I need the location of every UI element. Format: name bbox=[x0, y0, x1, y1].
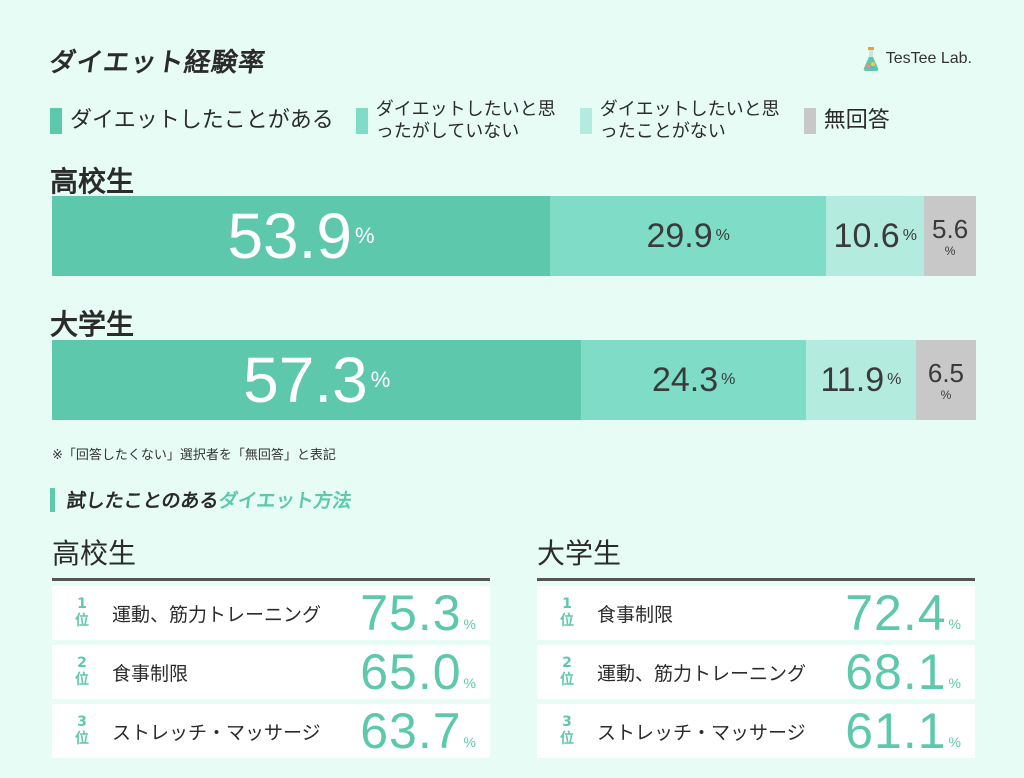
segment-percent-sign: % bbox=[944, 243, 956, 258]
legend-swatch bbox=[579, 108, 592, 134]
segment-tried: 53.9% bbox=[52, 196, 551, 276]
percent-sign: % bbox=[463, 616, 476, 632]
percent-sign: % bbox=[463, 675, 476, 691]
percent-sign: % bbox=[948, 616, 961, 632]
rank-number: 3 bbox=[562, 714, 572, 731]
segment-value-label: 11.9 bbox=[820, 360, 885, 399]
legend-swatch bbox=[50, 108, 62, 134]
rank-number: 2 bbox=[562, 655, 572, 672]
footnote: ※「回答したくない」選択者を「無回答」と表記 bbox=[52, 448, 336, 463]
flask-icon bbox=[863, 47, 878, 71]
category-label-university: 大学生 bbox=[50, 308, 135, 341]
ranking-row: 3 位 ストレッチ・マッサージ 63.7 % bbox=[52, 704, 490, 758]
method-percentage: 72.4 bbox=[845, 585, 947, 641]
brand-name: TesTee Lab. bbox=[885, 50, 972, 67]
legend-swatch bbox=[355, 108, 368, 134]
segment-never-wanted: 10.6% bbox=[826, 196, 925, 276]
method-percentage: 65.0 bbox=[360, 644, 462, 700]
methods-title-part1: 試したことのある bbox=[65, 490, 221, 512]
rank-suffix: 位 bbox=[560, 731, 574, 747]
rank-badge: 3 位 bbox=[537, 714, 597, 748]
legend-label: 無回答 bbox=[823, 107, 890, 133]
segment-tried: 57.3% bbox=[52, 340, 582, 420]
rank-badge: 2 位 bbox=[52, 655, 112, 689]
segment-percent-sign: % bbox=[370, 367, 391, 392]
ranking-row: 3 位 ストレッチ・マッサージ 61.1 % bbox=[537, 704, 975, 758]
ranking-row: 1 位 食事制限 72.4 % bbox=[537, 586, 975, 640]
segment-value-label: 6.5 bbox=[927, 357, 965, 388]
ranking-row: 2 位 運動、筋力トレーニング 68.1 % bbox=[537, 645, 975, 699]
rank-suffix: 位 bbox=[75, 672, 89, 688]
legend-label: ダイエットしたいと思ったがしていない bbox=[375, 99, 556, 142]
method-percentage: 68.1 bbox=[845, 644, 947, 700]
method-name: 運動、筋力トレーニング bbox=[112, 603, 322, 626]
segment-no-answer: 5.6% bbox=[924, 196, 976, 276]
legend-label: ダイエットしたいと思ったことがない bbox=[599, 99, 780, 142]
rank-number: 1 bbox=[77, 596, 87, 613]
segment-value-label: 10.6 bbox=[833, 216, 900, 255]
rank-suffix: 位 bbox=[75, 613, 89, 629]
rank-suffix: 位 bbox=[560, 613, 574, 629]
method-name: 食事制限 bbox=[597, 603, 674, 626]
percent-sign: % bbox=[463, 734, 476, 750]
section-marker bbox=[50, 487, 55, 512]
ranking-row: 1 位 運動、筋力トレーニング 75.3 % bbox=[52, 586, 490, 640]
legend-label: ダイエットしたことがある bbox=[70, 107, 334, 133]
percent-sign: % bbox=[948, 675, 961, 691]
category-label-highschool: 高校生 bbox=[50, 165, 135, 198]
legend-item-no-answer: 無回答 bbox=[803, 107, 890, 134]
rank-number: 2 bbox=[77, 655, 87, 672]
segment-percent-sign: % bbox=[715, 227, 730, 244]
segment-value-label: 24.3 bbox=[651, 360, 719, 399]
method-percentage: 63.7 bbox=[360, 703, 462, 759]
rank-suffix: 位 bbox=[560, 672, 574, 688]
rank-badge: 3 位 bbox=[52, 714, 112, 748]
segment-percent-sign: % bbox=[355, 223, 375, 248]
segment-percent-sign: % bbox=[902, 227, 917, 244]
rank-number: 3 bbox=[77, 714, 87, 731]
stacked-bar-highschool: 53.9% 29.9% 10.6% 5.6% bbox=[52, 196, 976, 276]
segment-percent-sign: % bbox=[887, 371, 902, 388]
segment-percent-sign: % bbox=[940, 387, 952, 402]
rank-badge: 1 位 bbox=[52, 596, 112, 630]
segment-value-label: 29.9 bbox=[646, 216, 713, 255]
rank-badge: 1 位 bbox=[537, 596, 597, 630]
ranking-heading: 大学生 bbox=[537, 532, 975, 581]
ranking-heading: 高校生 bbox=[52, 532, 490, 581]
segment-no-answer: 6.5% bbox=[915, 340, 976, 420]
segment-value-label: 5.6 bbox=[932, 213, 969, 244]
stacked-bar-university: 57.3% 24.3% 11.9% 6.5% bbox=[52, 340, 976, 420]
methods-title-part2: ダイエット方法 bbox=[217, 490, 353, 512]
percent-sign: % bbox=[948, 734, 961, 750]
brand-logo: TesTee Lab. bbox=[862, 46, 972, 72]
method-name: 運動、筋力トレーニング bbox=[597, 662, 807, 685]
rank-badge: 2 位 bbox=[537, 655, 597, 689]
segment-wanted-not-tried: 24.3% bbox=[581, 340, 806, 420]
legend-item-never-wanted: ダイエットしたいと思ったことがない bbox=[579, 99, 782, 142]
rank-suffix: 位 bbox=[75, 731, 89, 747]
method-percentage: 61.1 bbox=[845, 703, 947, 759]
method-percentage: 75.3 bbox=[360, 585, 462, 641]
chart-legend: ダイエットしたことがある ダイエットしたいと思ったがしていない ダイエットしたい… bbox=[50, 92, 980, 150]
chart-title: ダイエット経験率 bbox=[47, 48, 268, 78]
legend-item-wanted-not-tried: ダイエットしたいと思ったがしていない bbox=[355, 99, 558, 142]
segment-never-wanted: 11.9% bbox=[805, 340, 916, 420]
segment-wanted-not-tried: 29.9% bbox=[550, 196, 827, 276]
legend-swatch bbox=[803, 108, 816, 134]
rank-number: 1 bbox=[562, 596, 572, 613]
segment-value-label: 53.9 bbox=[227, 200, 353, 272]
method-name: ストレッチ・マッサージ bbox=[597, 721, 806, 744]
ranking-row: 2 位 食事制限 65.0 % bbox=[52, 645, 490, 699]
method-name: 食事制限 bbox=[112, 662, 189, 685]
methods-section-title: 試したことのある ダイエット方法 bbox=[50, 486, 353, 513]
segment-percent-sign: % bbox=[721, 371, 736, 388]
legend-item-tried: ダイエットしたことがある bbox=[50, 108, 334, 134]
method-name: ストレッチ・マッサージ bbox=[112, 721, 321, 744]
segment-value-label: 57.3 bbox=[243, 344, 368, 416]
ranking-panel-highschool: 高校生 1 位 運動、筋力トレーニング 75.3 % 2 位 食事制限 65.0… bbox=[52, 532, 490, 758]
ranking-panel-university: 大学生 1 位 食事制限 72.4 % 2 位 運動、筋力トレーニング 68.1… bbox=[537, 532, 975, 758]
